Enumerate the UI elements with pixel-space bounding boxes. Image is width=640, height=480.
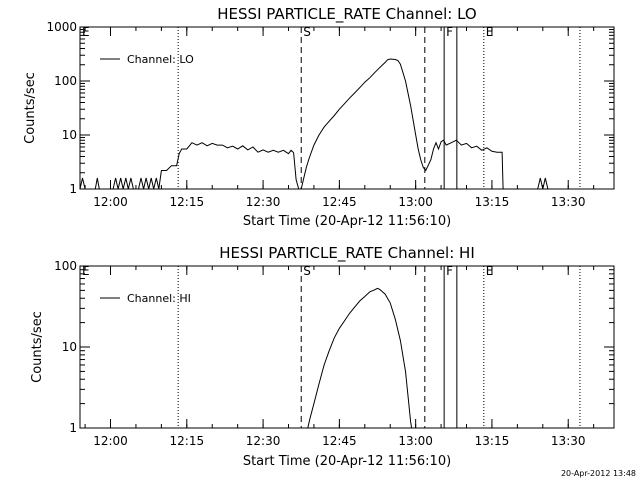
hi-marker-label-e-6: E xyxy=(486,264,494,278)
hi-marker-label-s-2: S xyxy=(303,264,311,278)
hi-y-axis-ticks: 1 10 100 xyxy=(54,259,614,435)
hi-y-tick-label: 100 xyxy=(54,259,77,273)
lo-series-group xyxy=(79,58,614,190)
hi-x-tick-label: 12:30 xyxy=(246,434,281,448)
lo-x-axis-label: Start Time (20-Apr-12 11:56:10) xyxy=(243,214,451,229)
hi-x-tick-label: 13:00 xyxy=(398,434,433,448)
lo-chart-title: HESSI PARTICLE_RATE Channel: LO xyxy=(217,5,476,24)
lo-x-tick-label: 12:00 xyxy=(93,195,128,209)
hi-marker-label-f-4: F xyxy=(446,264,453,278)
lo-channel-panel: HESSI PARTICLE_RATE Channel: LO Counts/s… xyxy=(23,5,615,229)
hi-series-group xyxy=(307,287,413,429)
lo-y-axis-label: Counts/sec xyxy=(23,72,38,144)
hi-x-tick-label: 13:30 xyxy=(551,434,586,448)
hi-x-tick-label: 13:15 xyxy=(475,434,510,448)
lo-marker-label-e-0: E xyxy=(82,25,90,39)
lo-x-tick-label: 12:30 xyxy=(246,195,281,209)
lo-x-axis-ticks: 12:00 12:15 12:30 12:45 13:00 13:15 13:30 xyxy=(84,27,595,209)
lo-y-tick-label: 10 xyxy=(62,128,77,142)
lo-legend-label: Channel: LO xyxy=(127,53,194,66)
hi-legend-label: Channel: HI xyxy=(127,292,191,305)
lo-x-tick-label: 13:15 xyxy=(475,195,510,209)
hi-x-axis-ticks: 12:00 12:15 12:30 12:45 13:00 13:15 13:30 xyxy=(84,266,595,448)
lo-x-tick-label: 13:30 xyxy=(551,195,586,209)
lo-y-axis-ticks: 1 10 100 1000 xyxy=(46,20,614,196)
lo-x-tick-label: 12:45 xyxy=(322,195,357,209)
hi-x-tick-label: 12:00 xyxy=(93,434,128,448)
lo-y-tick-label: 100 xyxy=(54,74,77,88)
lo-x-tick-label: 13:00 xyxy=(398,195,433,209)
lo-x-tick-label: 12:15 xyxy=(170,195,205,209)
hi-y-tick-label: 1 xyxy=(69,421,77,435)
hi-y-axis-label: Counts/sec xyxy=(30,311,45,383)
lo-marker-label-s-2: S xyxy=(303,25,311,39)
lo-legend: Channel: LO xyxy=(100,53,194,66)
lo-marker-label-e-6: E xyxy=(486,25,494,39)
lo-series-line-0 xyxy=(79,58,614,190)
hi-x-tick-label: 12:45 xyxy=(322,434,357,448)
footer-timestamp: 20-Apr-2012 13:48 xyxy=(561,469,636,478)
hi-channel-panel: HESSI PARTICLE_RATE Channel: HI Counts/s… xyxy=(30,244,615,469)
hi-x-tick-label: 12:15 xyxy=(170,434,205,448)
hi-chart-title: HESSI PARTICLE_RATE Channel: HI xyxy=(219,244,475,263)
lo-y-tick-label: 1 xyxy=(69,182,77,196)
lo-marker-label-f-4: F xyxy=(446,25,453,39)
hi-legend: Channel: HI xyxy=(100,292,191,305)
hi-marker-label-e-0: E xyxy=(82,264,90,278)
lo-y-tick-label: 1000 xyxy=(46,20,77,34)
hi-series-line-0 xyxy=(307,287,413,429)
hi-x-axis-label: Start Time (20-Apr-12 11:56:10) xyxy=(243,454,451,469)
hi-y-tick-label: 10 xyxy=(62,340,77,354)
